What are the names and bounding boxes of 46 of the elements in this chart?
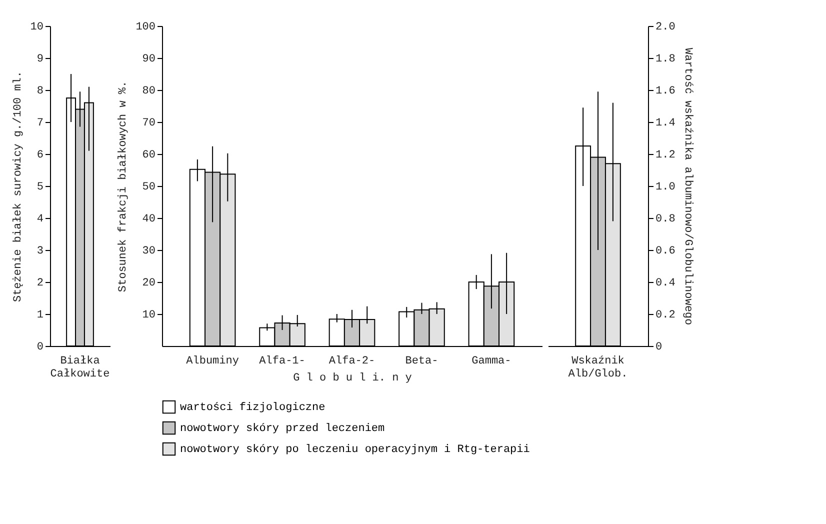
- x-tick-label: Gamma-: [472, 356, 512, 368]
- y2-tick-label: 1.2: [656, 150, 676, 162]
- x-tick-label: Wskaźnik Alb/Glob.: [568, 356, 628, 380]
- y-tick-label: 30: [142, 246, 156, 258]
- x-tick-label: Beta-: [405, 356, 438, 368]
- y-tick-label: 0: [36, 342, 44, 354]
- y-tick-label: 90: [142, 54, 156, 66]
- x-tick-label: Białka Całkowite: [50, 356, 110, 380]
- y-tick-label: 2: [36, 278, 44, 290]
- y-tick-label: 9: [36, 54, 44, 66]
- y-axis-title: Stosunek frakcji białkowych w %.: [118, 80, 130, 292]
- y-tick-label: 100: [136, 22, 156, 34]
- y2-tick-label: 0.4: [656, 278, 676, 290]
- y2-axis-title: Wartość wskaźnika albuminowo/Globulinowego: [681, 48, 694, 326]
- y2-tick-label: 1.0: [656, 182, 676, 194]
- y-tick-label: 10: [30, 22, 44, 34]
- x-tick-label: Alfa-1-: [259, 356, 306, 368]
- y-tick-label: 60: [142, 150, 156, 162]
- y2-tick-label: 0: [656, 342, 662, 354]
- y-tick-label: 70: [142, 118, 156, 130]
- y-tick-label: 20: [142, 278, 156, 290]
- y-tick-label: 40: [142, 214, 156, 226]
- y-tick-label: 80: [142, 86, 156, 98]
- y2-tick-label: 0.6: [656, 246, 676, 258]
- y-tick-label: 6: [36, 150, 44, 162]
- x-tick-label: Alfa-2-: [328, 356, 376, 368]
- legend-label: nowotwory skóry po leczeniu operacyjnym i Rtg-terapii: [180, 444, 530, 456]
- y-tick-label: 3: [36, 246, 44, 258]
- legend-label: nowotwory skóry przed leczeniem: [180, 423, 386, 435]
- x-tick-label: Albuminy: [186, 356, 240, 368]
- y-tick-label: 10: [142, 310, 156, 322]
- y2-tick-label: 1.6: [656, 86, 676, 98]
- y-tick-label: 8: [36, 86, 44, 98]
- y-tick-label: 50: [142, 182, 156, 194]
- y2-tick-label: 2.0: [656, 22, 676, 34]
- legend-label: wartości fizjologiczne: [180, 402, 326, 414]
- y2-tick-label: 1.4: [656, 118, 676, 130]
- y-tick-label: 7: [36, 118, 44, 130]
- y2-tick-label: 0.2: [656, 310, 676, 322]
- y2-tick-label: 0.8: [656, 214, 676, 226]
- x-axis-title: G l o b u l i. n y: [293, 372, 412, 384]
- y-axis-title: Stężenie białek surowicy g./100 ml.: [12, 70, 24, 302]
- y-tick-label: 4: [36, 214, 44, 226]
- y-tick-label: 5: [36, 182, 44, 194]
- y2-tick-label: 1.8: [656, 54, 676, 66]
- y-tick-label: 1: [36, 310, 44, 322]
